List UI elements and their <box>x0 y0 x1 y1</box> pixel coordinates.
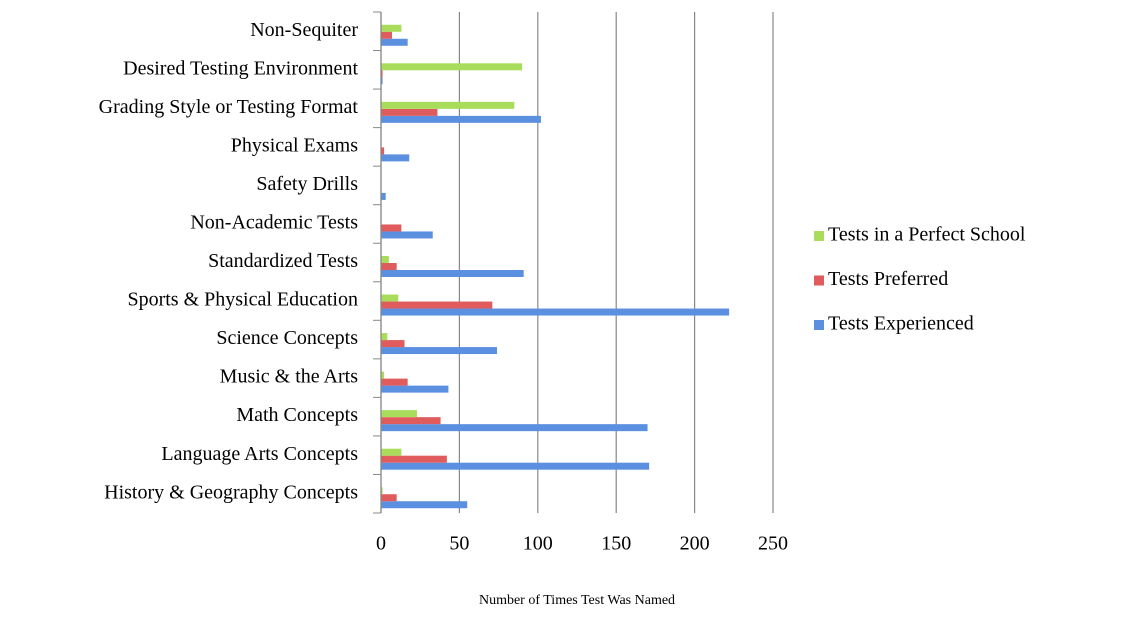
bar <box>381 154 410 162</box>
y-tick-label: Music & the Arts <box>220 366 359 388</box>
bar <box>381 301 493 309</box>
bar <box>381 410 418 418</box>
x-tick-label: 0 <box>376 533 386 555</box>
x-tick-label: 250 <box>758 533 788 555</box>
y-tick-label: Sports & Physical Education <box>127 289 358 311</box>
legend-swatch <box>814 320 824 330</box>
y-tick-label: Grading Style or Testing Format <box>99 96 359 118</box>
bar <box>381 147 385 155</box>
y-tick-label: Non-Academic Tests <box>190 212 358 234</box>
y-tick-label: Safety Drills <box>256 173 358 195</box>
y-tick-label: Physical Exams <box>231 134 358 156</box>
bar <box>381 256 389 263</box>
bar <box>381 192 386 200</box>
y-tick-label: Standardized Tests <box>208 250 358 272</box>
bar <box>381 63 523 71</box>
x-tick-label: 150 <box>601 533 631 555</box>
y-tick-label: Desired Testing Environment <box>123 57 358 79</box>
bar <box>381 494 397 502</box>
legend-swatch <box>814 231 824 241</box>
bar <box>381 417 441 425</box>
bar <box>381 385 449 393</box>
bar <box>381 347 498 355</box>
x-axis-title: Number of Times Test Was Named <box>479 593 675 608</box>
bar <box>381 448 402 456</box>
bar <box>381 424 648 432</box>
legend-label: Tests in a Perfect School <box>828 224 1026 246</box>
bar <box>381 231 433 239</box>
bar <box>381 263 397 270</box>
bar <box>381 501 468 509</box>
bar <box>381 270 524 277</box>
legend-label: Tests Experienced <box>828 313 974 335</box>
y-tick-label: Language Arts Concepts <box>161 443 358 465</box>
bar <box>381 294 399 302</box>
bar <box>381 101 515 109</box>
bar <box>381 38 408 46</box>
x-tick-label: 200 <box>680 533 710 555</box>
y-tick-label: Science Concepts <box>216 327 358 349</box>
bar <box>381 308 730 316</box>
legend-swatch <box>814 275 824 286</box>
bar <box>381 70 383 78</box>
bar <box>381 31 392 39</box>
bar <box>381 487 383 495</box>
bar <box>381 115 541 123</box>
legend-label: Tests Preferred <box>828 268 948 290</box>
bar <box>381 378 408 386</box>
x-tick-label: 100 <box>523 533 553 555</box>
bar <box>381 224 402 232</box>
bar <box>381 340 405 348</box>
bar <box>381 455 447 463</box>
y-tick-label: Math Concepts <box>236 404 358 426</box>
bar <box>381 108 438 116</box>
bar <box>381 24 402 32</box>
x-tick-label: 50 <box>449 533 469 555</box>
bar <box>381 333 388 341</box>
bar <box>381 462 650 470</box>
y-tick-label: Non-Sequiter <box>250 19 358 41</box>
y-tick-label: History & Geography Concepts <box>104 481 358 503</box>
bar <box>381 77 383 85</box>
bar <box>381 371 385 379</box>
